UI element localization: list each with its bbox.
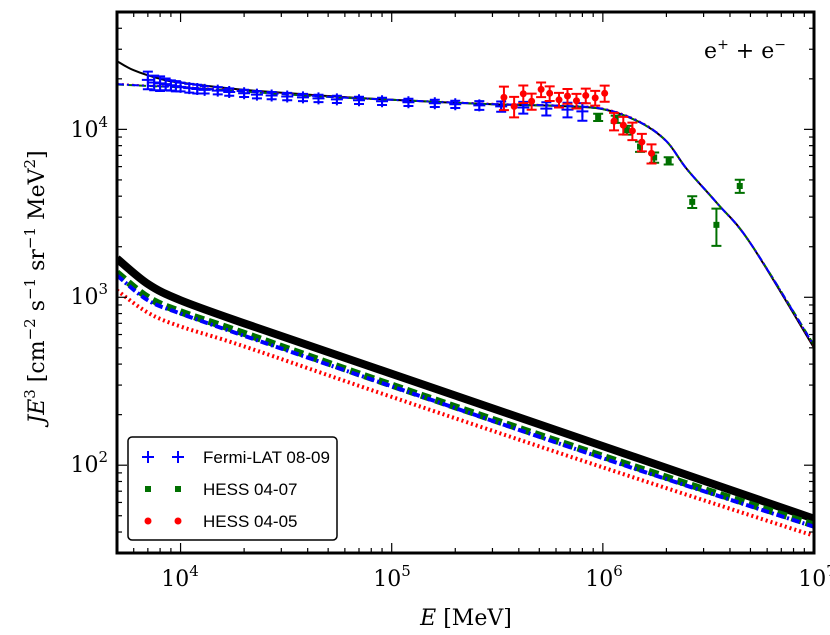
ticks-layer (116, 11, 815, 554)
data-point (591, 94, 599, 102)
x-tick-label-1e6: 106 (585, 562, 623, 592)
legend-marker (172, 451, 184, 463)
y-tick-label-1e4: 104 (70, 113, 108, 143)
data-point (510, 102, 518, 110)
series-line-1 (117, 83, 814, 346)
data-point (595, 114, 602, 121)
y-tick-label-1e2: 102 (70, 448, 108, 478)
legend-box (127, 436, 338, 541)
data-point (563, 92, 571, 100)
series-line-2 (117, 82, 814, 347)
data-point (281, 90, 294, 103)
legend-marker (175, 486, 181, 492)
data-point (736, 182, 743, 189)
data-point (651, 154, 658, 161)
data-point (637, 143, 644, 150)
y-axis-title: JE3 [cm−2 s−1 sr−1 MeV2] (21, 150, 50, 427)
series-line-0 (117, 60, 814, 349)
y-tick-label-1e3: 103 (70, 280, 108, 310)
data-point (402, 96, 415, 109)
data-point (159, 78, 172, 91)
data-point (561, 103, 574, 116)
series-line-3 (117, 83, 814, 347)
data-point (238, 87, 251, 100)
legend-marker (142, 451, 154, 463)
legend-label-fermi: Fermi-LAT 08-09 (203, 448, 330, 467)
data-point (265, 89, 278, 102)
data-point (576, 105, 589, 118)
data-point (500, 93, 508, 101)
data-point (572, 97, 580, 105)
legend-marker (144, 517, 152, 525)
data-point (223, 85, 236, 98)
data-point (428, 97, 441, 110)
data-point (582, 92, 590, 100)
legend-markers (142, 451, 184, 525)
data-point (211, 84, 224, 97)
particle-annotation: e+ + e− (704, 37, 786, 64)
data-point (353, 94, 366, 107)
data-point (250, 88, 263, 101)
legend-label-hess-0405: HESS 04-05 (203, 512, 298, 531)
data-point (141, 73, 154, 86)
series-line-6 (117, 273, 814, 529)
data-point (540, 102, 553, 115)
data-point (648, 149, 656, 157)
data-point (537, 85, 545, 93)
data-point (610, 117, 618, 125)
data-point (623, 127, 630, 134)
data-point (546, 89, 554, 97)
data-point (638, 138, 646, 146)
legend-marker (145, 486, 151, 492)
legend-label-hess-0407: HESS 04-07 (203, 480, 298, 499)
data-points-layer (141, 70, 745, 247)
data-point (601, 89, 609, 97)
data-point (376, 95, 389, 108)
data-point (628, 127, 636, 135)
plot-frame (115, 10, 816, 555)
data-point (689, 198, 696, 205)
data-point (296, 91, 309, 104)
data-point (528, 97, 536, 105)
series-line-4 (117, 255, 814, 523)
data-point (713, 221, 720, 228)
data-point (312, 92, 325, 105)
x-tick-label-1e5: 105 (373, 562, 411, 592)
series-line-7 (117, 288, 814, 538)
data-point (330, 93, 343, 106)
data-point (555, 96, 563, 104)
legend-marker (174, 517, 182, 525)
series-layer (117, 60, 814, 538)
x-tick-label-1e7: 107 (798, 562, 830, 592)
data-point (665, 157, 672, 164)
data-point (198, 83, 211, 96)
data-point (174, 80, 187, 93)
data-point (519, 90, 527, 98)
data-point (473, 99, 486, 112)
data-point (619, 121, 627, 129)
x-tick-label-1e4: 104 (161, 562, 199, 592)
data-point (449, 98, 462, 111)
legend: Fermi-LAT 08-09 HESS 04-07 HESS 04-05 (127, 436, 338, 541)
x-axis-title: E [MeV] (419, 606, 512, 631)
